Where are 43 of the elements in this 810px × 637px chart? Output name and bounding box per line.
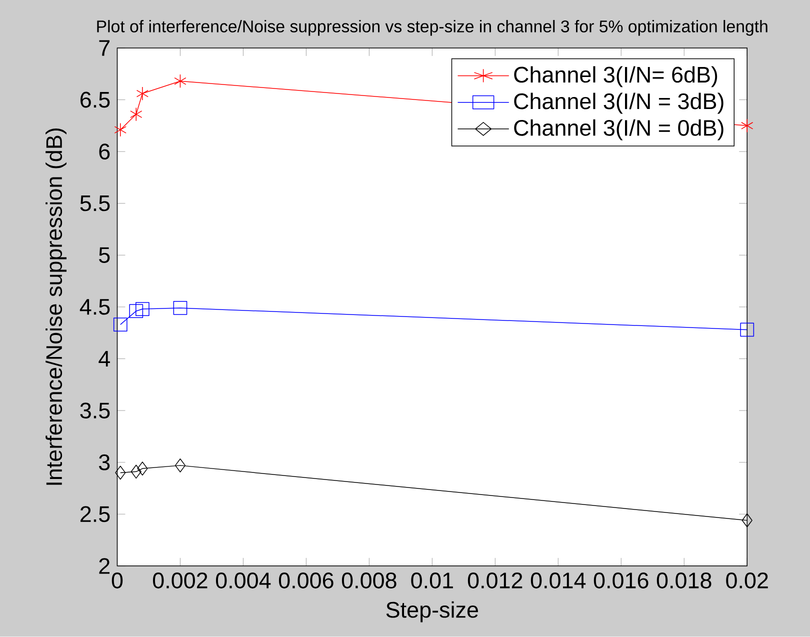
point	[114, 122, 126, 137]
point	[137, 462, 148, 476]
x-tick-label: 0.012	[468, 572, 522, 589]
x-tick-label: 0.014	[530, 572, 586, 589]
y-tick-label: 4.5	[80, 299, 110, 315]
point	[136, 302, 150, 316]
x-tick-label: 0.004	[216, 572, 271, 589]
point	[742, 514, 752, 528]
y-tick-label: 5.5	[80, 196, 110, 212]
point	[129, 304, 144, 318]
y-tick-label: 2	[99, 558, 110, 574]
legend-label: Channel 3(I/N = 0dB)	[514, 119, 724, 140]
point	[173, 301, 188, 315]
point	[130, 464, 142, 479]
legend-label: Channel 3(I/N= 6dB)	[514, 66, 718, 88]
point	[174, 74, 186, 88]
x-axis-title: Step-size	[386, 601, 478, 622]
x-tick-label: 0.016	[594, 572, 648, 589]
point	[113, 318, 128, 332]
y-tick-label: 6	[99, 144, 110, 160]
x-tick-label: 0.008	[342, 572, 396, 589]
point	[174, 458, 186, 472]
x-tick-label: 0.01	[411, 572, 453, 589]
x-tick-label: 0.018	[656, 572, 712, 589]
y-tick-label: 3	[98, 454, 110, 470]
point	[130, 107, 142, 122]
chart-title: Plot of interference/Noise suppression vs step-size in channel 3 for 5% optimization length	[97, 20, 768, 36]
y-tick-label: 6.5	[80, 92, 110, 108]
y-tick-label: 3.5	[80, 402, 110, 419]
x-tick-label: 0.002	[152, 572, 208, 589]
x-tick-label: 0.006	[278, 572, 334, 589]
y-tick-label: 7	[99, 40, 110, 56]
legend-label: Channel 3(I/N = 3dB)	[514, 92, 724, 114]
y-tick-label: 5	[99, 247, 110, 264]
point	[115, 466, 126, 480]
x-tick-label: 0.02	[726, 572, 768, 589]
point	[740, 322, 754, 337]
point	[741, 118, 754, 133]
point	[136, 86, 148, 101]
y-axis-title: Interference/Noise suppression (dB)	[46, 128, 67, 485]
y-tick-label: 4	[98, 351, 110, 367]
x-tick-label: 0	[112, 572, 123, 589]
y-tick-label: 2.5	[80, 506, 110, 522]
